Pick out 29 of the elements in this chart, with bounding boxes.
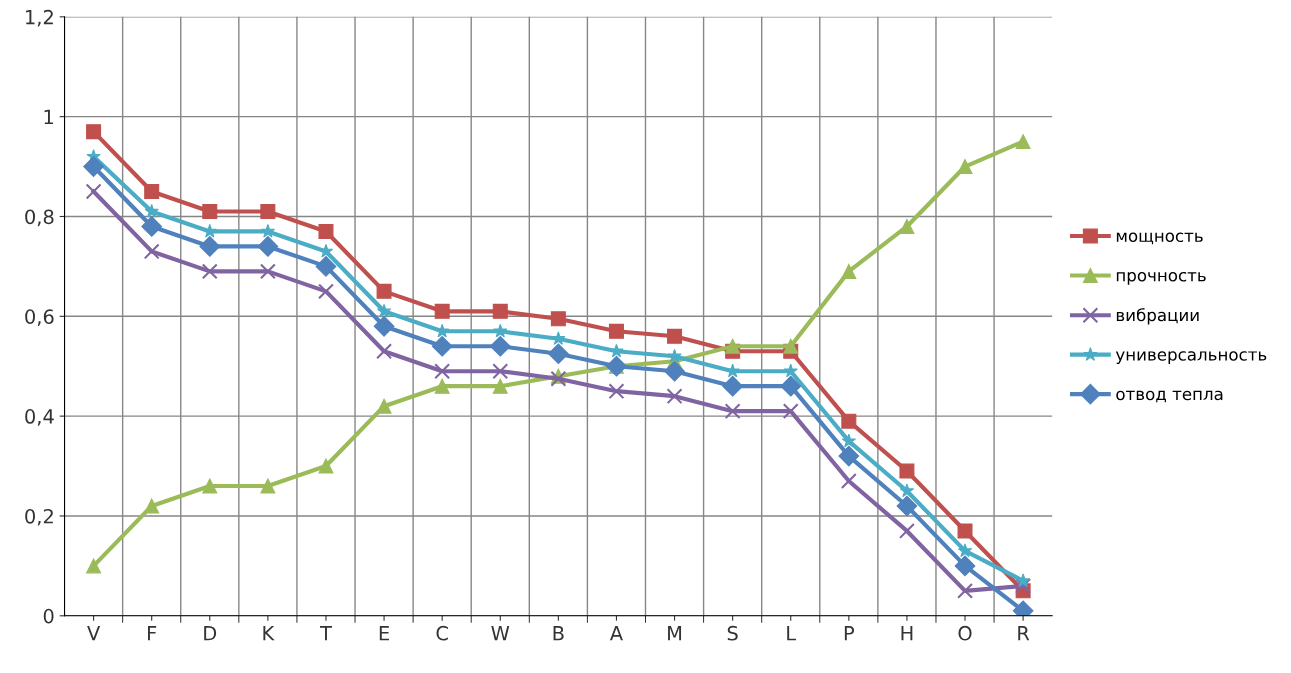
legend-label: мощность bbox=[1116, 232, 1203, 245]
legend-label: вибрации bbox=[1116, 308, 1199, 325]
x-tick-label: M bbox=[668, 626, 682, 641]
x-tick-label: K bbox=[263, 626, 275, 641]
x-tick-label: L bbox=[787, 626, 797, 641]
x-tick-label: P bbox=[844, 626, 855, 641]
legend-label: отвод тепла bbox=[1116, 390, 1223, 403]
x-tick-label: V bbox=[87, 626, 101, 641]
y-tick-label: 0,2 bbox=[25, 508, 53, 526]
x-tick-label: S bbox=[727, 625, 738, 641]
x-tick-label: D bbox=[204, 626, 217, 641]
x-tick-label: R bbox=[1018, 626, 1030, 641]
x-tick-label: B bbox=[553, 626, 564, 641]
x-tick-label: C bbox=[436, 625, 448, 641]
y-tick-label: 0,4 bbox=[25, 409, 54, 426]
y-tick-label: 0 bbox=[43, 608, 54, 624]
y-tick-label: 0,6 bbox=[25, 309, 54, 326]
x-tick-label: W bbox=[491, 626, 510, 641]
y-tick-label: 0,8 bbox=[25, 209, 54, 227]
x-tick-label: A bbox=[609, 626, 623, 641]
y-tick-label: 1 bbox=[44, 109, 54, 125]
y-tick-label: 1,2 bbox=[26, 9, 53, 27]
legend-label: прочность bbox=[1116, 271, 1206, 285]
x-tick-label: E bbox=[379, 626, 389, 641]
x-tick-label: F bbox=[148, 626, 157, 641]
x-tick-label: O bbox=[958, 625, 972, 641]
legend-label: универсальность bbox=[1115, 351, 1267, 364]
x-tick-label: T bbox=[319, 626, 332, 641]
x-tick-label: H bbox=[901, 626, 913, 641]
